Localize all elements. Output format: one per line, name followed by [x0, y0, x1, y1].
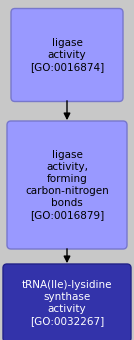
FancyBboxPatch shape — [11, 8, 123, 102]
FancyBboxPatch shape — [3, 264, 131, 340]
Text: ligase
activity
[GO:0016874]: ligase activity [GO:0016874] — [30, 38, 104, 72]
Text: ligase
activity,
forming
carbon-nitrogen
bonds
[GO:0016879]: ligase activity, forming carbon-nitrogen… — [25, 150, 109, 220]
Text: tRNA(Ile)-lysidine
synthase
activity
[GO:0032267]: tRNA(Ile)-lysidine synthase activity [GO… — [22, 280, 112, 326]
FancyBboxPatch shape — [7, 121, 127, 249]
